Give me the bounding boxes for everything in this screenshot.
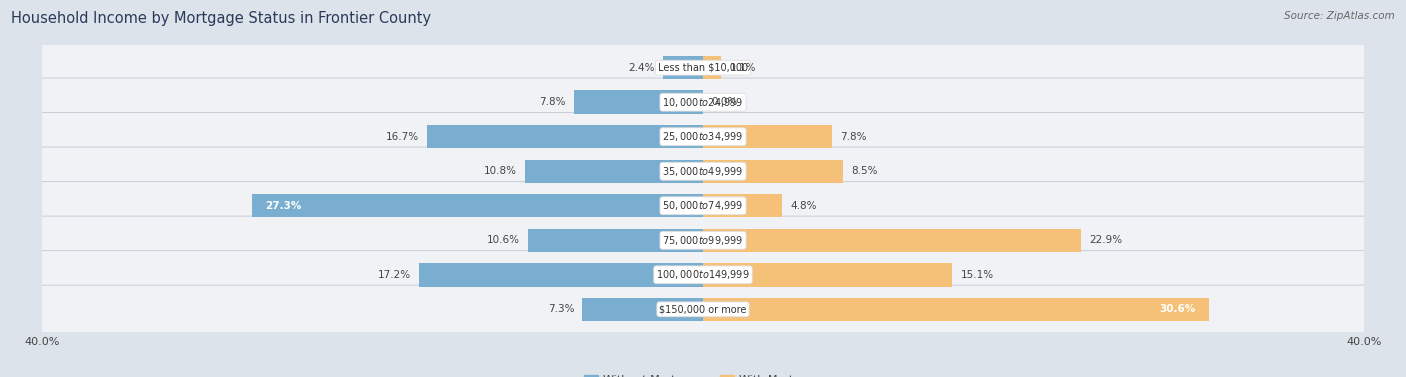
Text: 8.5%: 8.5% (852, 166, 879, 176)
Text: 15.1%: 15.1% (960, 270, 994, 280)
Text: 16.7%: 16.7% (385, 132, 419, 142)
Bar (703, 56, 721, 80)
Bar (703, 297, 1209, 321)
Text: $35,000 to $49,999: $35,000 to $49,999 (662, 165, 744, 178)
Text: Source: ZipAtlas.com: Source: ZipAtlas.com (1284, 11, 1395, 21)
Text: 17.2%: 17.2% (377, 270, 411, 280)
Text: Less than $10,000: Less than $10,000 (658, 63, 748, 73)
Text: 22.9%: 22.9% (1090, 235, 1123, 245)
FancyBboxPatch shape (31, 251, 1375, 299)
Text: 10.8%: 10.8% (484, 166, 516, 176)
Bar (664, 56, 703, 80)
Bar (703, 125, 832, 149)
Text: 27.3%: 27.3% (266, 201, 301, 211)
Text: 2.4%: 2.4% (628, 63, 655, 73)
Text: 4.8%: 4.8% (790, 201, 817, 211)
Bar (703, 263, 952, 287)
Text: 30.6%: 30.6% (1159, 304, 1195, 314)
Legend: Without Mortgage, With Mortgage: Without Mortgage, With Mortgage (579, 370, 827, 377)
Text: Household Income by Mortgage Status in Frontier County: Household Income by Mortgage Status in F… (11, 11, 432, 26)
Text: 10.6%: 10.6% (486, 235, 520, 245)
Bar (524, 159, 703, 183)
Bar (703, 194, 782, 218)
FancyBboxPatch shape (31, 147, 1375, 195)
Bar (427, 125, 703, 149)
Bar (527, 228, 703, 252)
Bar (703, 159, 844, 183)
Text: 7.8%: 7.8% (841, 132, 866, 142)
Bar (574, 90, 703, 114)
Text: 7.3%: 7.3% (548, 304, 574, 314)
Text: 1.1%: 1.1% (730, 63, 756, 73)
Text: $10,000 to $24,999: $10,000 to $24,999 (662, 96, 744, 109)
Text: $100,000 to $149,999: $100,000 to $149,999 (657, 268, 749, 281)
Bar (703, 228, 1081, 252)
Bar (252, 194, 703, 218)
Text: 0.0%: 0.0% (711, 97, 738, 107)
Text: $75,000 to $99,999: $75,000 to $99,999 (662, 234, 744, 247)
Text: 7.8%: 7.8% (540, 97, 565, 107)
FancyBboxPatch shape (31, 113, 1375, 161)
Bar (582, 297, 703, 321)
Bar (419, 263, 703, 287)
FancyBboxPatch shape (31, 43, 1375, 92)
FancyBboxPatch shape (31, 216, 1375, 264)
Text: $25,000 to $34,999: $25,000 to $34,999 (662, 130, 744, 143)
Text: $50,000 to $74,999: $50,000 to $74,999 (662, 199, 744, 212)
FancyBboxPatch shape (31, 285, 1375, 334)
Text: $150,000 or more: $150,000 or more (659, 304, 747, 314)
FancyBboxPatch shape (31, 182, 1375, 230)
FancyBboxPatch shape (31, 78, 1375, 126)
